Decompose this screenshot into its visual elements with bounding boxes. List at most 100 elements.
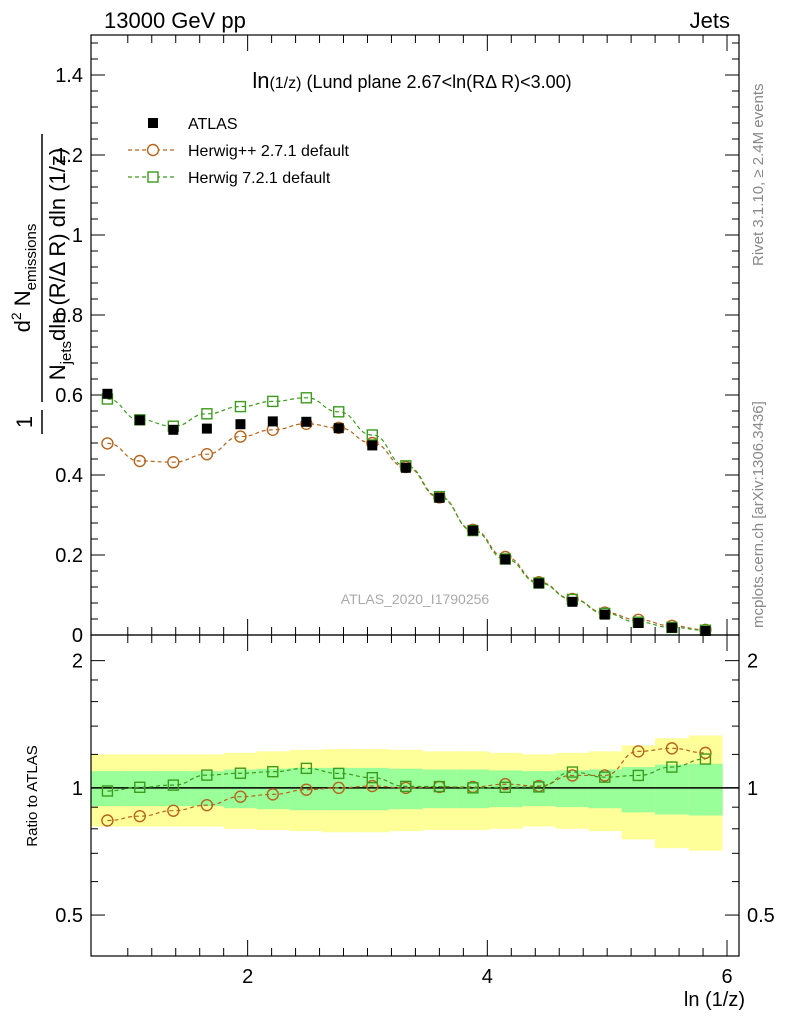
- ratio-band-inner: [156, 771, 191, 807]
- point-data: [235, 419, 246, 430]
- ratio-point-herwigpp: [200, 798, 214, 812]
- ratio-point-herwigpp: [133, 809, 146, 823]
- main-ytick-label: 0.6: [55, 385, 83, 407]
- ratio-band-inner: [389, 768, 424, 810]
- legend-label-herwig7: Herwig 7.2.1 default: [188, 170, 331, 187]
- ratio-point-herwigpp: [699, 746, 712, 760]
- point-data: [333, 423, 344, 434]
- point-data: [201, 423, 212, 434]
- ratio-point-herwig7: [201, 769, 213, 781]
- main-series-layer: [101, 388, 712, 636]
- ratio-axes: 2 4 6 0.5 0.5 1 1 2 2: [55, 635, 775, 988]
- point-data: [700, 626, 711, 636]
- point-herwigpp: [234, 430, 247, 443]
- ratio-point-herwig7: [101, 785, 114, 797]
- main-ytick-label: 0.2: [55, 545, 83, 567]
- ratio-point-herwigpp: [332, 781, 345, 795]
- main-ytick-label: 1.2: [55, 145, 83, 167]
- main-ylabel: d2 Nemissions Njetsdln (R/Δ R) dln (1/z)…: [8, 134, 75, 434]
- ratio-point-herwigpp: [167, 804, 180, 817]
- ratio-band-inner: [522, 771, 557, 807]
- svg-text:1: 1: [12, 416, 37, 428]
- ratio-bands: [91, 735, 739, 851]
- panel-title: ln(1/z) (Lund plane 2.67<ln(RΔ R)<3.00): [252, 68, 571, 93]
- ratio-point-herwig7: [666, 761, 678, 773]
- ratio-frame: [90, 634, 740, 957]
- ratio-point-herwigpp: [665, 742, 679, 755]
- legend-marker-herwig7: [147, 171, 159, 183]
- ratio-band-inner: [190, 771, 225, 807]
- point-data: [301, 416, 312, 427]
- ratio-xtick-label: 2: [242, 966, 253, 988]
- ratio-line-herwigpp: [107, 747, 706, 822]
- ratio-point-herwigpp: [234, 790, 247, 803]
- ratio-ytick-label: 2: [72, 651, 83, 673]
- point-herwigpp: [200, 448, 214, 461]
- ratio-point-herwig7: [300, 762, 313, 775]
- point-data: [134, 415, 145, 426]
- legend-marker-herwigpp: [146, 143, 160, 157]
- ratio-xtick-label: 6: [721, 966, 732, 988]
- point-herwig7: [234, 400, 247, 413]
- ratio-ytick-label: 1: [72, 778, 83, 800]
- ratio-ytick-label-right: 1: [747, 778, 758, 800]
- ratio-band-inner: [655, 764, 690, 815]
- ratio-ytick-label: 0.5: [55, 905, 83, 927]
- ratio-line-herwig7: [107, 758, 706, 792]
- legend-marker-atlas: [148, 118, 158, 128]
- main-ytick-label: 1.4: [55, 65, 83, 87]
- ratio-band-inner: [355, 767, 390, 811]
- ratio-point-herwig7: [366, 771, 378, 784]
- main-ytick-label: 0: [72, 625, 83, 647]
- point-herwigpp: [133, 454, 146, 468]
- main-axes: 0 0.2 0.4 0.6 0.8 1 1.2 1.4: [55, 35, 739, 647]
- ratio-point-herwig7: [533, 781, 545, 793]
- ratio-point-herwig7: [699, 753, 712, 765]
- ratio-point-herwig7: [632, 769, 645, 782]
- ratio-point-herwig7: [333, 767, 345, 780]
- ratio-point-herwigpp: [300, 783, 313, 796]
- ratio-xtick-label: 4: [482, 966, 493, 988]
- point-data: [434, 492, 445, 503]
- ratio-ytick-label-right: 2: [747, 651, 758, 673]
- x-axis-label: ln (1/z): [684, 989, 745, 1011]
- legend-label-atlas: ATLAS: [188, 116, 238, 133]
- point-data: [533, 578, 544, 589]
- ratio-ylabel: Ratio to ATLAS: [24, 745, 41, 846]
- ratio-point-herwig7: [467, 782, 479, 794]
- point-data: [102, 388, 113, 399]
- ratio-band-inner: [621, 767, 656, 813]
- ratio-band-inner: [489, 770, 523, 808]
- ratio-point-herwig7: [499, 781, 512, 793]
- ratio-point-herwig7: [167, 779, 180, 791]
- analysis-watermark: ATLAS_2020_I1790256: [341, 591, 490, 607]
- ratio-band-inner: [456, 769, 490, 809]
- point-data: [267, 416, 278, 427]
- ratio-point-herwigpp: [101, 814, 114, 827]
- point-herwigpp: [332, 421, 345, 434]
- ratio-point-herwigpp: [366, 779, 379, 793]
- ratio-point-herwig7: [267, 765, 279, 778]
- mcplots-label: mcplots.cern.ch [arXiv:1306.3436]: [750, 401, 767, 628]
- series-line-herwigpp: [107, 423, 706, 631]
- ratio-ytick-label-right: 0.5: [747, 905, 775, 927]
- point-data: [400, 462, 411, 473]
- main-ytick-label: 1: [72, 225, 83, 247]
- point-herwig7: [201, 408, 213, 420]
- point-data: [367, 440, 378, 451]
- energy-label: 13000 GeV pp: [104, 8, 246, 33]
- ratio-series-layer: [101, 742, 712, 827]
- jets-label: Jets: [690, 8, 730, 33]
- point-herwig7: [366, 429, 378, 441]
- legend-label-herwigpp: Herwig++ 2.7.1 default: [188, 143, 350, 160]
- point-data: [633, 618, 644, 628]
- ratio-point-herwigpp: [266, 788, 280, 801]
- point-herwig7: [333, 406, 345, 418]
- main-ytick-label: 0.4: [55, 465, 83, 487]
- point-herwig7: [267, 395, 279, 408]
- svg-text:Njetsdln (R/Δ R) dln (1/z): Njetsdln (R/Δ R) dln (1/z): [45, 148, 75, 380]
- rivet-label: Rivet 3.1.10, ≥ 2.4M events: [750, 84, 767, 267]
- svg-text:d2 Nemissions: d2 Nemissions: [8, 224, 40, 333]
- point-herwig7: [300, 392, 313, 404]
- legend: ATLAS Herwig++ 2.7.1 default Herwig 7.2.…: [128, 116, 350, 187]
